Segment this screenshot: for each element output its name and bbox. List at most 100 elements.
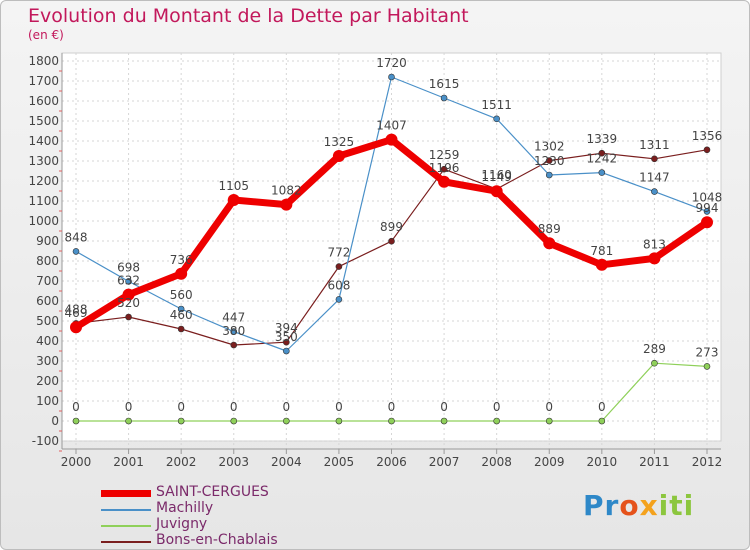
x-tick-label: 2003 xyxy=(218,455,249,469)
logo-part-2: o xyxy=(619,489,640,522)
data-point xyxy=(545,171,553,179)
data-label: 0 xyxy=(388,400,396,414)
data-label: 469 xyxy=(65,306,88,320)
data-label: 736 xyxy=(170,253,193,267)
y-tick-label: -100 xyxy=(32,434,59,448)
data-point xyxy=(493,417,500,425)
data-label: 1147 xyxy=(639,171,670,185)
data-point xyxy=(72,417,80,425)
data-point xyxy=(280,198,293,211)
data-label: 0 xyxy=(598,400,606,414)
data-label: 380 xyxy=(222,324,245,338)
y-tick-label: 100 xyxy=(36,394,59,408)
data-point xyxy=(283,338,290,346)
data-point xyxy=(283,347,290,355)
data-point xyxy=(125,278,132,285)
data-label: 899 xyxy=(380,220,403,234)
y-tick-label: 200 xyxy=(36,374,59,388)
data-point xyxy=(490,185,503,198)
legend-item: Machilly xyxy=(101,500,361,517)
data-label: 1082 xyxy=(271,184,302,198)
logo-part-4: iti xyxy=(658,489,695,522)
data-label: 813 xyxy=(643,237,666,251)
legend-item: Juvigny xyxy=(101,516,361,533)
data-point xyxy=(543,237,556,250)
legend-item: Bons-en-Chablais xyxy=(101,532,361,549)
y-tick-label: 1800 xyxy=(28,54,59,68)
data-label: 447 xyxy=(222,311,245,325)
y-tick-label: 700 xyxy=(36,274,59,288)
data-point xyxy=(227,194,240,206)
data-point xyxy=(651,155,658,163)
data-point xyxy=(230,341,238,349)
data-label: 0 xyxy=(545,400,553,414)
data-point xyxy=(701,216,713,229)
data-point xyxy=(595,258,608,271)
data-point xyxy=(335,263,343,270)
data-point xyxy=(70,321,82,334)
data-label: 848 xyxy=(65,230,88,244)
data-point xyxy=(125,313,132,321)
data-point xyxy=(335,417,343,425)
legend-label: SAINT-CERGUES xyxy=(156,484,269,500)
legend-swatch xyxy=(101,541,151,543)
data-label: 781 xyxy=(590,244,613,258)
data-point xyxy=(648,252,661,265)
y-tick-label: 1700 xyxy=(28,74,59,88)
y-tick-label: 1000 xyxy=(28,214,59,228)
data-label: 1105 xyxy=(218,179,249,193)
data-point xyxy=(175,267,188,280)
y-tick-label: 1600 xyxy=(28,94,59,108)
data-label: 1720 xyxy=(376,56,407,70)
data-point xyxy=(388,237,395,245)
data-label: 289 xyxy=(643,342,666,356)
data-point xyxy=(388,73,395,81)
x-tick-label: 2006 xyxy=(376,455,407,469)
data-point xyxy=(385,133,398,146)
legend-swatch xyxy=(101,525,151,527)
legend-label: Juvigny xyxy=(156,516,208,532)
data-label: 0 xyxy=(125,400,133,414)
data-label: 1196 xyxy=(429,161,460,175)
data-label: 0 xyxy=(72,400,80,414)
data-label: 632 xyxy=(117,274,140,288)
plot-area xyxy=(61,52,722,442)
y-tick-label: 900 xyxy=(36,234,59,248)
data-label: 350 xyxy=(275,330,298,344)
y-tick-label: 600 xyxy=(36,294,59,308)
data-point xyxy=(72,248,80,255)
data-point xyxy=(703,208,711,215)
legend-label: Machilly xyxy=(156,500,214,516)
data-label: 608 xyxy=(327,278,350,292)
data-label: 698 xyxy=(117,260,140,274)
proxiti-logo: Proxiti xyxy=(583,489,694,522)
x-tick-label: 2010 xyxy=(587,455,618,469)
data-point xyxy=(332,150,345,162)
x-tick-label: 2007 xyxy=(429,455,460,469)
y-tick-label: 1400 xyxy=(28,134,59,148)
data-point xyxy=(598,149,606,157)
chart-title: Evolution du Montant de la Dette par Hab… xyxy=(28,5,469,27)
x-tick-label: 2000 xyxy=(61,455,92,469)
data-point xyxy=(703,146,711,154)
data-label: 560 xyxy=(170,288,193,302)
data-point xyxy=(230,328,238,335)
data-point xyxy=(335,296,343,303)
y-tick-label: 0 xyxy=(51,414,59,428)
data-point xyxy=(651,359,658,367)
y-tick-label: 300 xyxy=(36,354,59,368)
data-label: 1160 xyxy=(481,168,512,182)
x-tick-label: 2004 xyxy=(271,455,302,469)
legend-swatch xyxy=(101,509,151,511)
data-point xyxy=(440,165,448,173)
data-label: 1230 xyxy=(534,154,565,168)
y-tick-label: 1500 xyxy=(28,114,59,128)
logo-part-3: x xyxy=(639,489,659,522)
y-tick-label: 1100 xyxy=(28,194,59,208)
data-label: 394 xyxy=(275,321,298,335)
legend-label: Bons-en-Chablais xyxy=(156,532,278,548)
data-point xyxy=(703,363,711,370)
data-label: 273 xyxy=(696,345,719,359)
data-label: 0 xyxy=(493,400,501,414)
y-tick-label: 1300 xyxy=(28,154,59,168)
